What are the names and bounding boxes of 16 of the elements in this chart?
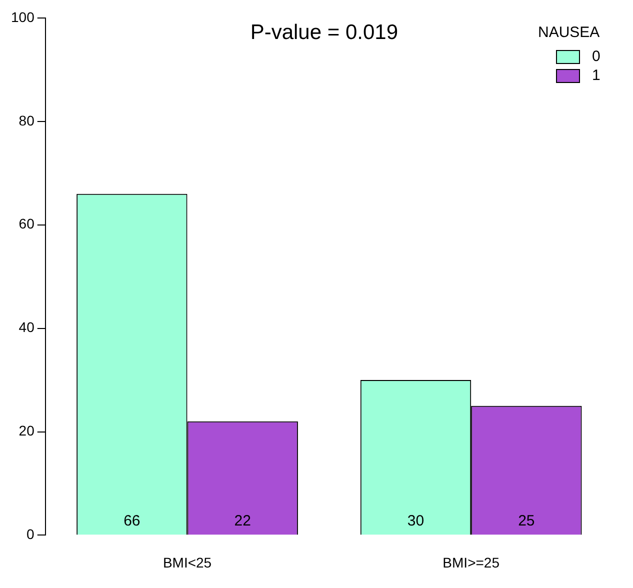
- x-tick-label: BMI>=25: [442, 554, 500, 570]
- legend-title: NAUSEA: [538, 24, 600, 42]
- y-tick-label: 40: [18, 319, 35, 336]
- data-label: 25: [518, 512, 535, 530]
- y-tick-label: 0: [26, 526, 35, 542]
- x-tick-label: BMI<25: [162, 554, 212, 570]
- y-tick-label: 80: [18, 112, 35, 128]
- legend-label: 1: [592, 67, 600, 84]
- data-label: 66: [124, 512, 140, 530]
- data-label: 22: [234, 512, 251, 530]
- y-tick-label: 20: [18, 422, 35, 439]
- data-label: 30: [407, 512, 424, 530]
- y-tick-label: 100: [11, 8, 35, 25]
- legend-label: 0: [592, 48, 600, 66]
- annotation: P-value = 0.019: [250, 20, 398, 44]
- y-tick-label: 60: [18, 216, 35, 232]
